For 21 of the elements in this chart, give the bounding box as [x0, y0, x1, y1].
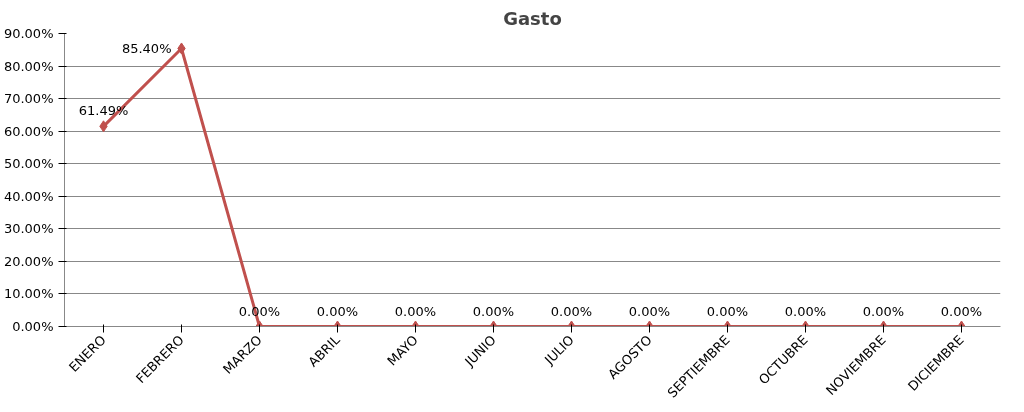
data-label: 0.00% [862, 303, 905, 319]
data-label: 0.00% [472, 303, 515, 319]
data-label: 0.00% [550, 303, 593, 319]
data-label: 85.40% [121, 40, 172, 56]
data-label: 0.00% [316, 303, 359, 319]
chart-title: Gasto [503, 7, 562, 29]
y-tick-label: 50.00% [3, 156, 54, 172]
y-tick-label: 80.00% [3, 58, 54, 74]
data-label: 0.00% [628, 303, 671, 319]
data-label: 0.00% [394, 303, 437, 319]
y-tick-label: 90.00% [3, 26, 54, 41]
y-tick-label: 70.00% [3, 91, 54, 107]
data-label: 0.00% [784, 303, 827, 319]
y-tick-label: 10.00% [3, 286, 54, 302]
data-label: 0.00% [940, 303, 983, 319]
data-label: 0.00% [706, 303, 749, 319]
y-tick-label: 0.00% [12, 319, 54, 334]
y-tick-label: 30.00% [3, 221, 54, 237]
y-tick-label: 20.00% [3, 253, 54, 269]
y-tick-label: 40.00% [3, 188, 54, 204]
y-tick-label: 60.00% [3, 123, 54, 139]
